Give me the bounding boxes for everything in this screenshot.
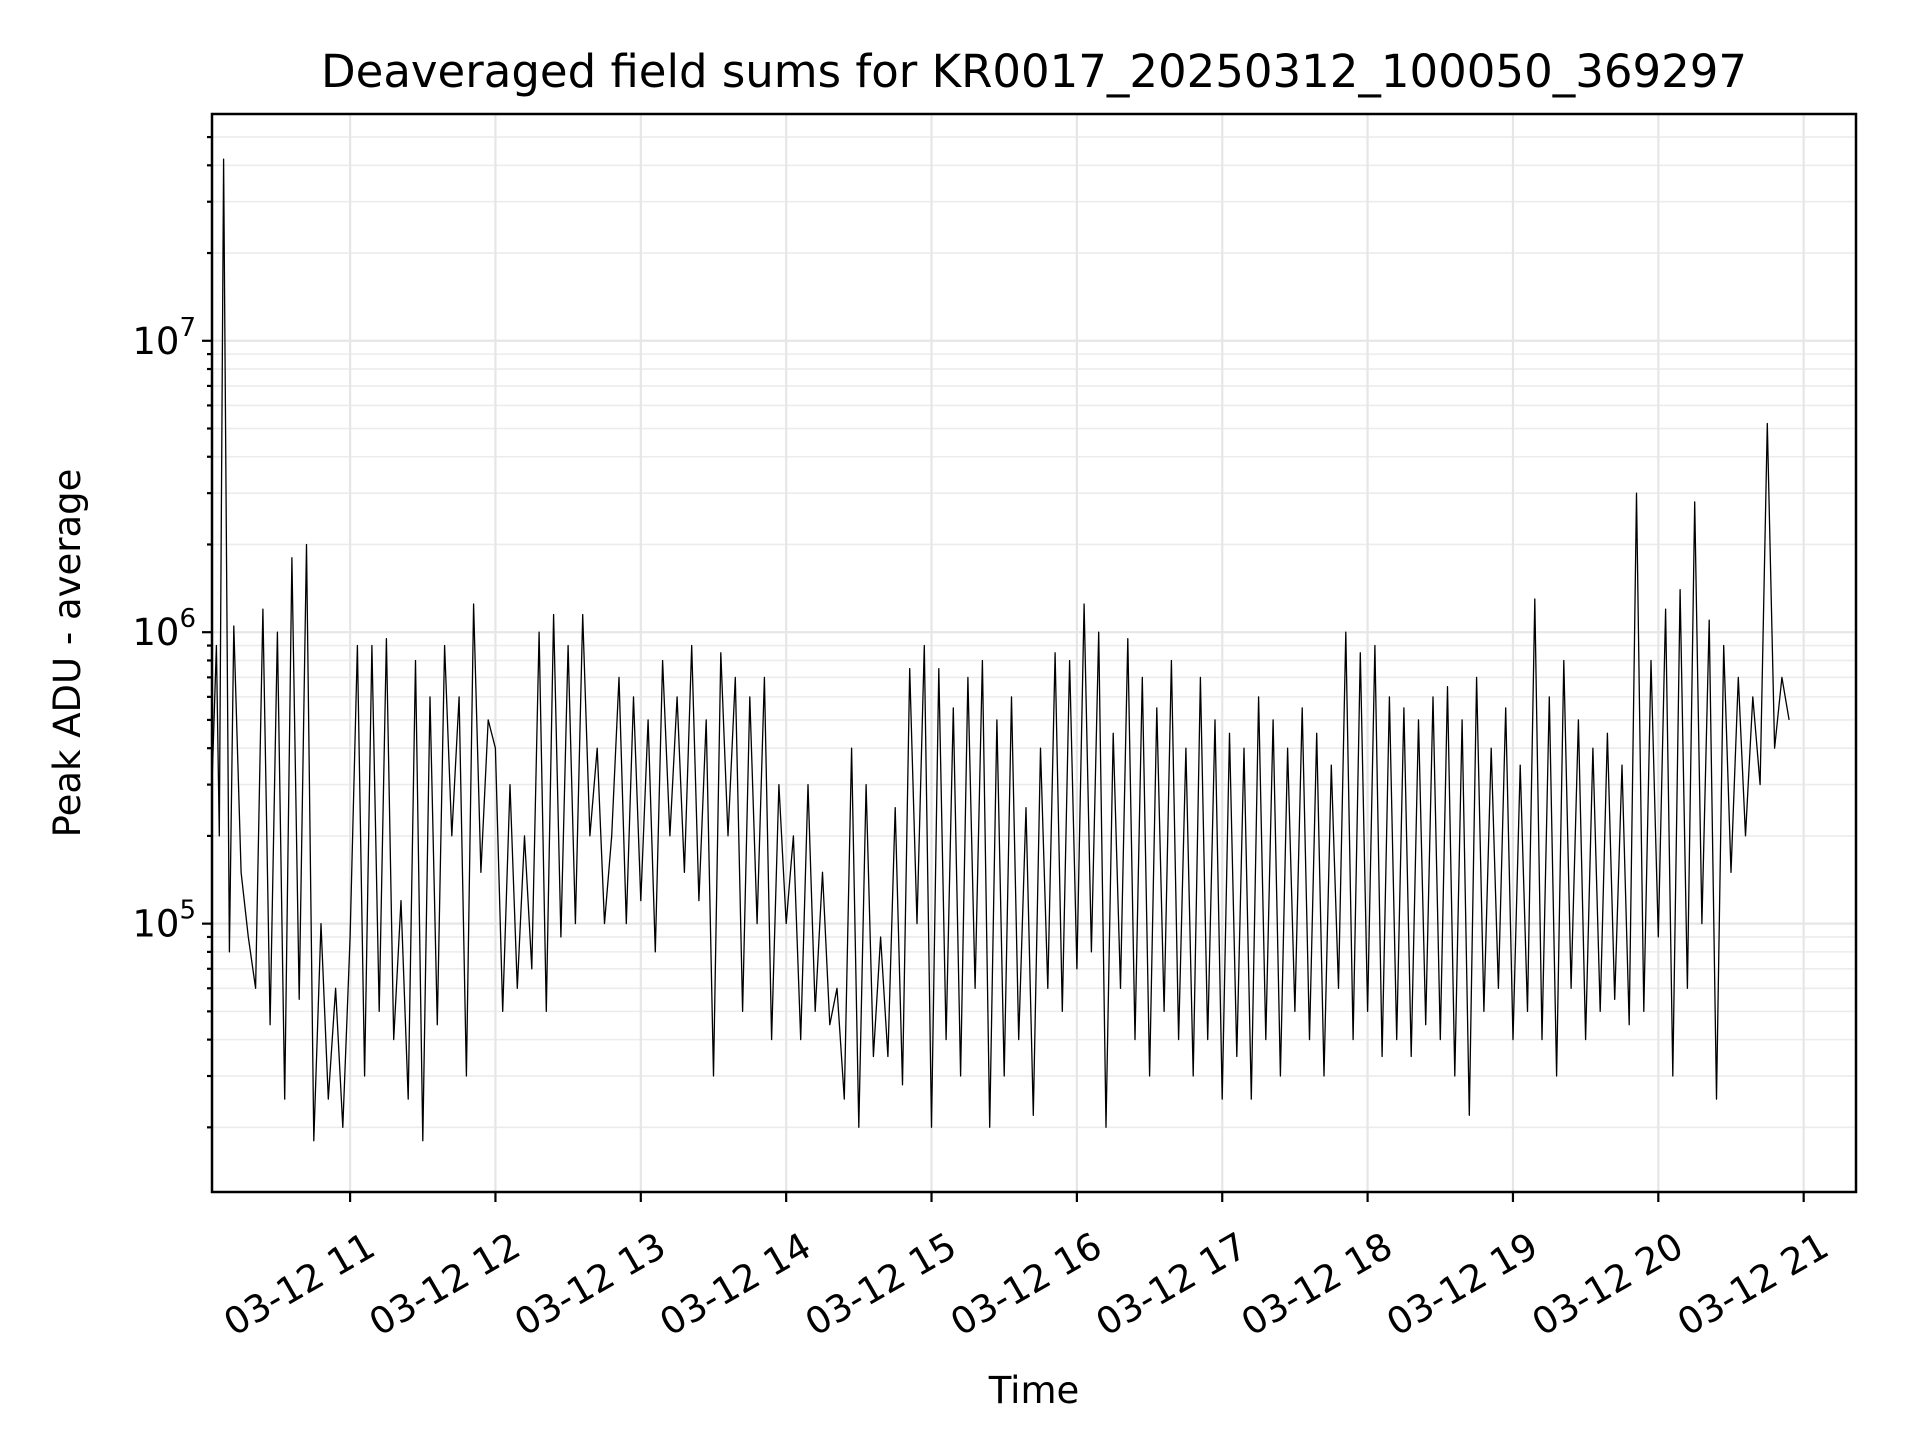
- y-tick-label: 107: [132, 313, 196, 363]
- axis-ticks: [202, 135, 1805, 1202]
- x-tick-label: 03-12 14: [653, 1224, 819, 1344]
- x-tick-label: 03-12 20: [1525, 1224, 1691, 1344]
- grid-lines: [212, 114, 1856, 1192]
- x-tick-label: 03-12 19: [1379, 1224, 1545, 1344]
- x-tick-label: 03-12 16: [943, 1224, 1109, 1344]
- x-tick-label: 03-12 18: [1234, 1224, 1400, 1344]
- y-tick-label: 106: [132, 604, 196, 654]
- series-line: [211, 158, 1790, 1142]
- chart-title: Deaveraged field sums for KR0017_2025031…: [321, 45, 1747, 98]
- x-axis-label: Time: [988, 1369, 1080, 1412]
- x-tick-label: 03-12 12: [362, 1224, 528, 1344]
- x-tick-label: 03-12 11: [217, 1224, 383, 1344]
- x-tick-label: 03-12 21: [1670, 1224, 1836, 1344]
- y-axis-label: Peak ADU - average: [46, 469, 89, 838]
- plot-frame: [210, 112, 1858, 1194]
- x-tick-label: 03-12 15: [798, 1224, 964, 1344]
- x-tick-label: 03-12 13: [507, 1224, 673, 1344]
- y-tick-label: 105: [132, 896, 196, 946]
- x-tick-label: 03-12 17: [1089, 1224, 1255, 1344]
